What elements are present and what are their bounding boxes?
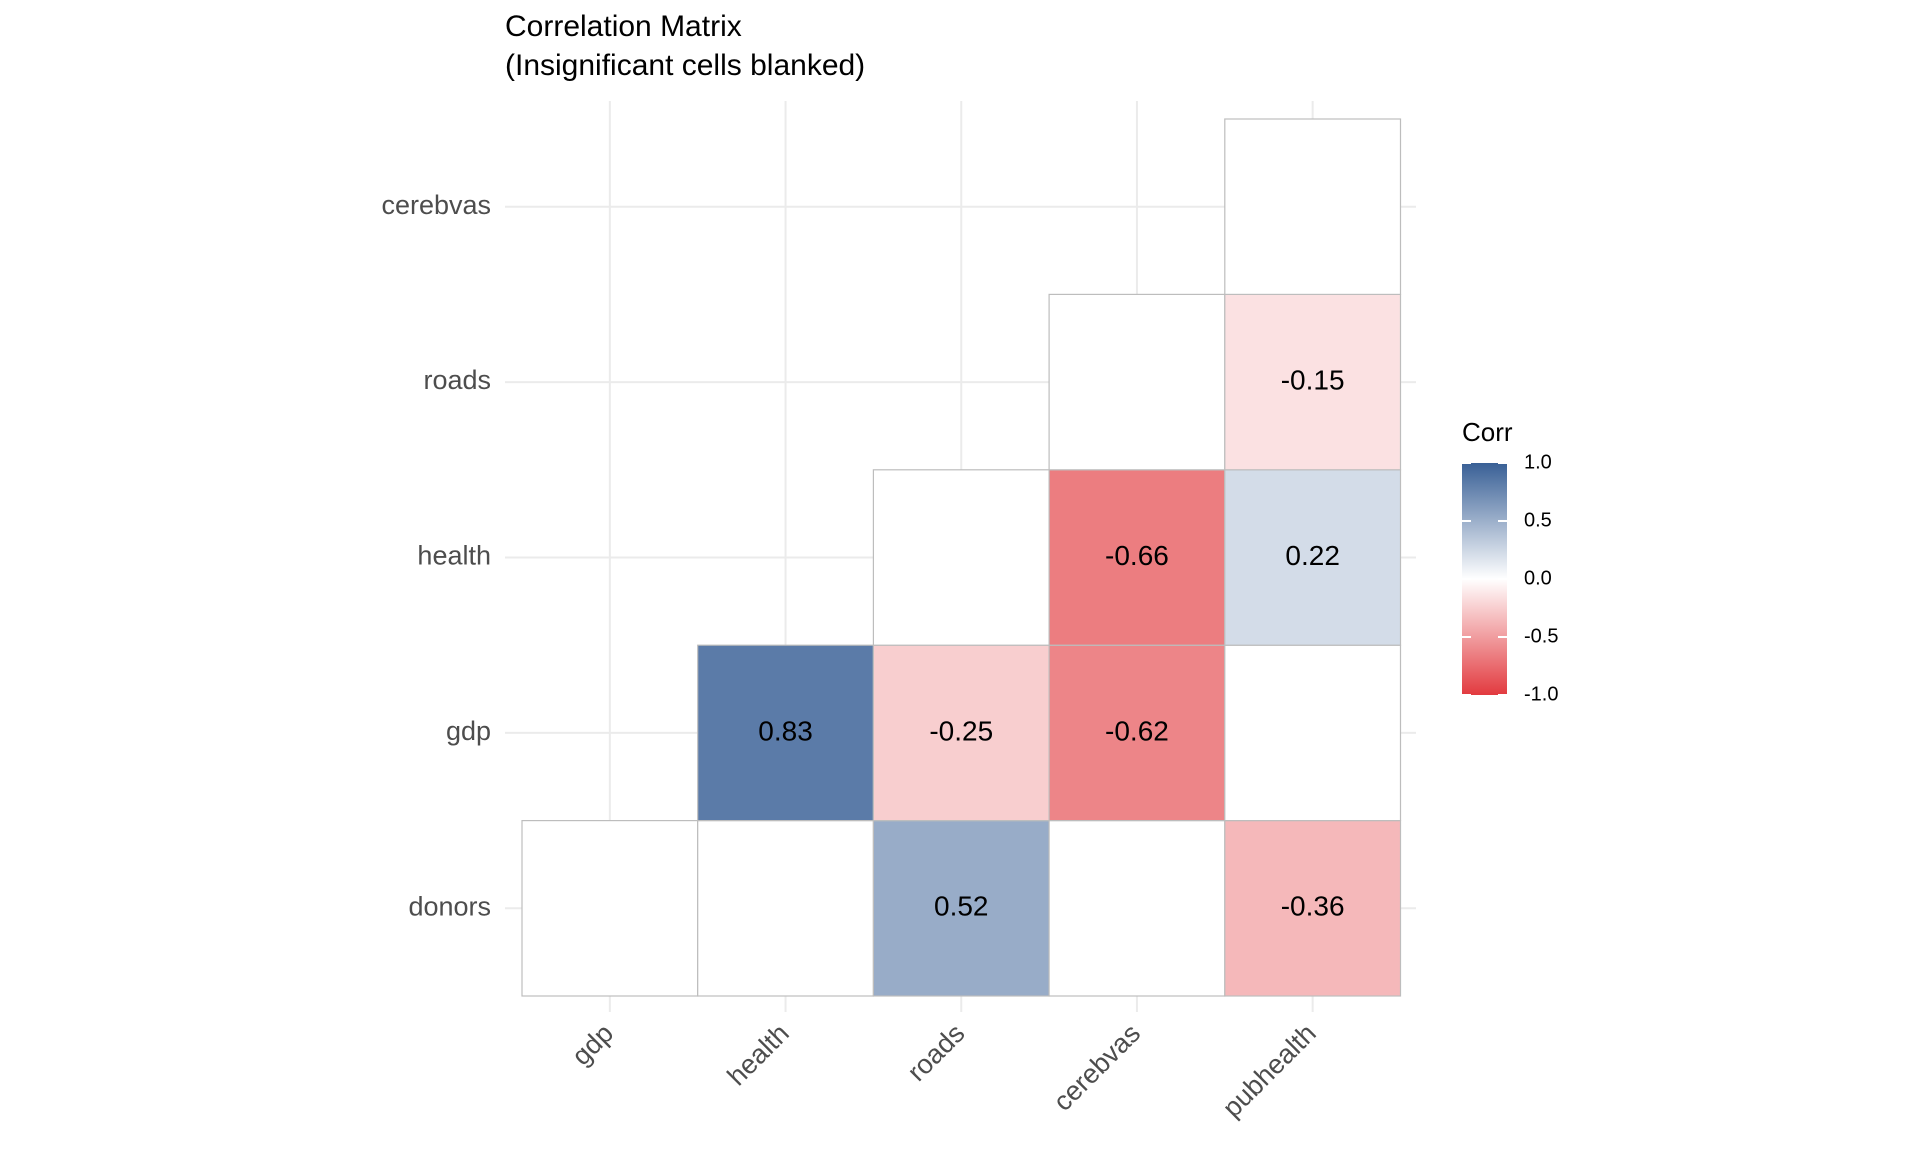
y-tick-label: cerebvas (381, 190, 491, 220)
cell-label: 0.52 (934, 891, 989, 922)
chart-title: Correlation Matrix (505, 10, 742, 43)
y-tick-label: gdp (446, 716, 491, 746)
heatmap-cell (1224, 819, 1402, 997)
cell-label: -0.15 (1281, 364, 1345, 395)
cell-label: 0.22 (1285, 540, 1340, 571)
cell-label: -0.66 (1105, 540, 1169, 571)
x-tick-label: pubhealth (1217, 1018, 1322, 1123)
legend-tick-label: -1.0 (1524, 683, 1558, 705)
legend-title: Corr (1462, 417, 1513, 447)
heatmap-cell (1224, 644, 1402, 822)
heatmap-cell (872, 469, 1050, 646)
heatmap-cell (1048, 469, 1226, 646)
y-tick-label: health (417, 541, 491, 571)
cell-label: -0.62 (1105, 715, 1169, 746)
legend-tick-label: 1.0 (1524, 451, 1552, 473)
legend-tick-label: -0.5 (1524, 625, 1558, 647)
heatmap-cell (1048, 819, 1226, 997)
y-tick-label: roads (423, 365, 491, 395)
heatmap-cell (697, 819, 875, 997)
cell-label: 0.83 (758, 715, 813, 746)
legend-tick-label: 0.0 (1524, 567, 1552, 589)
cell-label: -0.36 (1281, 891, 1345, 922)
heatmap-cell (1224, 118, 1402, 295)
heatmap-cell (521, 819, 699, 997)
heatmap-cell (872, 644, 1050, 822)
heatmap-cell (1224, 469, 1402, 646)
cell-label: -0.25 (929, 715, 993, 746)
x-tick-label: gdp (566, 1018, 619, 1071)
heatmap-cell (697, 644, 875, 822)
heatmap-cell (1048, 293, 1226, 471)
x-tick-label: cerebvas (1048, 1018, 1147, 1117)
heatmap-cell (1048, 644, 1226, 822)
y-tick-label: donors (408, 891, 491, 921)
x-tick-label: roads (902, 1018, 971, 1087)
heatmap-cell (1224, 293, 1402, 471)
chart-subtitle: (Insignificant cells blanked) (505, 49, 865, 82)
legend-tick-label: 0.5 (1524, 509, 1552, 531)
x-tick-label: health (722, 1018, 795, 1091)
